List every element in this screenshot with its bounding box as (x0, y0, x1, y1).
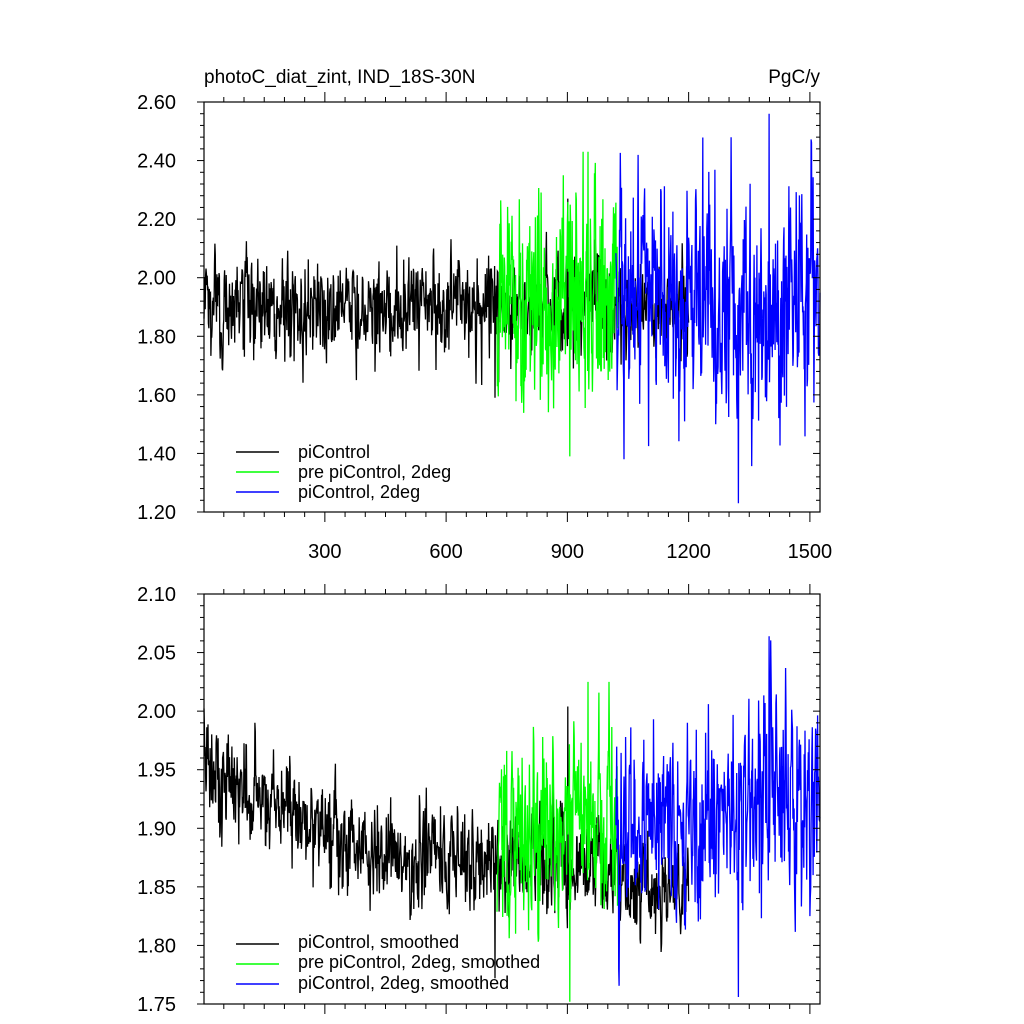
top-legend: piControl pre piControl, 2deg piControl,… (236, 442, 451, 502)
legend-label-picontrol-2deg: piControl, 2deg (298, 482, 420, 502)
series-line-picontrol-smoothed (203, 706, 690, 979)
bottom-panel: 1.75 1.80 1.85 1.90 1.95 2.00 2.05 2.10 piContr… (137, 584, 821, 1016)
y-tick-label: 1.60 (137, 385, 176, 407)
x-tick-label: 1200 (666, 541, 711, 563)
y-tick-label: 2.10 (137, 584, 176, 606)
legend-label-picontrol-smoothed: piControl, smoothed (298, 932, 459, 952)
y-tick-label: 2.60 (137, 92, 176, 114)
y-tick-label: 1.80 (137, 935, 176, 957)
legend-label-pre-picontrol-2deg: pre piControl, 2deg (298, 462, 451, 482)
y-tick-label: 1.80 (137, 326, 176, 348)
y-tick-label: 1.20 (137, 502, 176, 524)
y-tick-label: 1.85 (137, 877, 176, 899)
y-tick-label: 2.00 (137, 268, 176, 290)
legend-label-pre-picontrol-2deg-smoothed: pre piControl, 2deg, smoothed (298, 952, 540, 972)
bottom-legend: piControl, smoothed pre piControl, 2deg,… (236, 932, 540, 993)
chart-title: photoC_diat_zint, IND_18S-30N (204, 67, 475, 88)
bottom-plot-frame (203, 593, 821, 1005)
y-tick-label: 1.40 (137, 443, 176, 465)
y-tick-label: 1.90 (137, 818, 176, 840)
series-line-pre-picontrol-2deg (496, 151, 619, 457)
x-tick-label: 300 (308, 541, 341, 563)
y-tick-label: 2.40 (137, 151, 176, 173)
y-tick-label: 2.05 (137, 643, 176, 665)
top-series-group (203, 113, 821, 504)
series-line-picontrol-2deg-smoothed (615, 636, 821, 998)
legend-label-picontrol-2deg-smoothed: piControl, 2deg, smoothed (298, 973, 509, 993)
x-tick-label: 1500 (788, 541, 833, 563)
y-tick-label: 1.95 (137, 760, 176, 782)
top-axis-ticks: 1.20 1.40 1.60 1.80 2.00 2.20 2.40 2.60 300 600 90… (137, 92, 832, 563)
top-panel: photoC_diat_zint, IND_18S-30N PgC/y 1.20… (137, 67, 832, 563)
series-line-picontrol-2deg (615, 113, 821, 504)
series-line-pre-picontrol-2deg-smoothed (496, 681, 619, 1002)
bottom-axis-ticks: 1.75 1.80 1.85 1.90 1.95 2.00 2.05 2.10 (137, 584, 820, 1016)
legend-label-picontrol: piControl (298, 442, 370, 462)
y-tick-label: 1.75 (137, 994, 176, 1016)
bottom-series-group (203, 636, 821, 1002)
y-tick-label: 2.00 (137, 701, 176, 723)
top-plot-frame (203, 101, 821, 513)
y-tick-label: 2.20 (137, 209, 176, 231)
x-tick-label: 900 (551, 541, 584, 563)
x-tick-label: 600 (429, 541, 462, 563)
units-label: PgC/y (768, 67, 820, 88)
